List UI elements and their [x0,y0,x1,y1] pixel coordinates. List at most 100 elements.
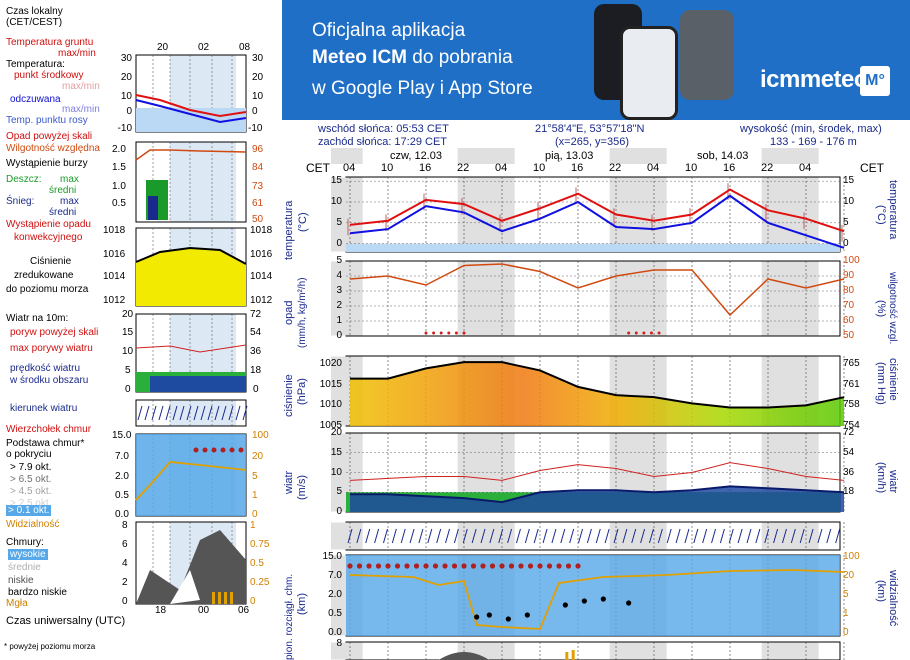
pressure-line [350,361,845,409]
cloud-tick-05: 0.5 [115,490,129,501]
temp-tick-l: 5 [336,216,342,228]
press-axis-title-r: ciśnienie [887,358,899,401]
wind-arrow [471,528,477,544]
temp-mid-sub: max/min [62,81,100,92]
wind-arrow [347,528,353,544]
wind-arrow [719,528,725,544]
pressure-area [350,362,844,426]
wind-arrow [551,528,557,544]
humid-tick: 100 [843,255,860,266]
legend-cloud-top-dot [238,447,244,453]
legend-cloud-top-dot [220,447,226,453]
hour-tick-6: 16 [571,162,584,174]
legend-wind-arrow [179,405,185,421]
wind-speed-label-2: w środku obszaru [10,375,89,386]
cloud-tick: 0.0 [328,627,342,638]
phone-image-2 [620,26,678,120]
meteogram-chart [331,148,845,660]
cover-tick-0: 0 [122,596,128,607]
precip-axis-unit: (mm/h, kg/m²/h) [297,277,308,348]
storm-dot [627,331,631,335]
cloud-base-dot [626,600,632,606]
wind-speed-area [350,486,844,512]
humid-tick: 90 [843,270,855,281]
temp-tick-10: 10 [120,91,132,102]
precip-night-band [457,261,515,336]
storm-dot [424,331,428,335]
cloud-top-dot [404,563,410,569]
sunset-text: zachód słońca: 17:29 CET [318,136,448,148]
wind-arrow [773,528,779,544]
legend-fog-bar [218,592,221,604]
temperature-line [349,188,845,233]
cloud-top-dot [575,563,581,569]
wind-arrow [728,528,734,544]
temp-tick-30: 30 [120,53,132,64]
vis-tick: 5 [843,589,849,600]
legend-wind-arrow [186,405,192,421]
vis-axis-unit: (km) [875,580,887,602]
humid-tick-96: 96 [252,144,264,155]
wind-arrow [498,528,504,544]
frac-tick-05: 0.5 [250,558,264,569]
wind-arrow [640,528,646,544]
ground-temp-sub: max/min [58,48,96,59]
banner-brand: Meteo ICM [312,47,407,68]
storm-dot [649,331,653,335]
cloud-cover-area [438,652,490,660]
convective-label-2: konwekcyjnego [14,232,83,243]
wind-arrow [480,528,486,544]
cloud-top-dot [366,563,372,569]
cover-tick-4: 4 [122,558,128,569]
wind-arrow [790,528,796,544]
legend-pressure-line [135,246,247,265]
cloud-top-dot [508,563,515,569]
wind-axis-title: wiatr [283,470,295,494]
temp-feels-sub: max/min [62,104,100,115]
cloud-top-dot [347,563,353,569]
vis-tick: 0 [843,627,849,638]
cover-tick-8: 8 [122,520,128,531]
cloud-base-dot [524,612,530,618]
vis-tick: 20 [843,570,855,581]
cloud-top-dot [537,563,543,569]
vis-tick-0: 0 [252,509,258,520]
wind-arrow [507,528,513,544]
cover-night-band [331,642,363,660]
snow-max: max [60,196,79,207]
wind-arrow [356,528,362,544]
precip-tick: 5 [336,255,342,266]
temp-tick-m10: -10 [117,123,132,134]
legend-wind-arrow [193,405,199,421]
rain-label: Deszcz: [6,174,42,185]
humid-tick-73: 73 [252,181,264,192]
press-axis-unit-r: (mm Hg) [875,362,887,405]
wind-tick: 0 [336,506,342,517]
wind-arrow [382,528,388,544]
legend-wind-arrow [214,405,220,421]
wind-arrow [781,528,787,544]
cet-label-right: CET [860,161,884,175]
press-axis-title: ciśnienie [283,374,295,417]
phone-image-3 [680,10,734,100]
temp-tick-rm10: -10 [248,123,263,134]
time-local-zone: (CET/CEST) [6,17,63,28]
icmmeteo-logo: icmmeteo [760,66,869,93]
storm-dot [462,331,466,335]
humid-tick: 50 [843,330,855,341]
storm-dot [432,331,436,335]
cloud-base-dot [581,598,587,604]
wind-arrow [799,528,805,544]
wind-arrow [436,528,442,544]
temp-tick-r30: 30 [252,53,264,64]
clouds-low: niskie [8,575,34,586]
wind-tick-5: 5 [125,365,131,376]
humid-tick: 70 [843,300,855,311]
vis-tick-1: 1 [252,490,258,501]
humid-tick-84: 84 [252,162,264,173]
wind-tick: 20 [330,427,342,438]
okt-01: > 0.1 okt. [6,505,52,516]
cloud-base-dot [505,616,511,622]
cloud-tick-2: 2.0 [115,471,129,482]
app-promo-banner[interactable]: Oficjalna aplikacja Meteo ICM do pobrani… [282,0,910,120]
